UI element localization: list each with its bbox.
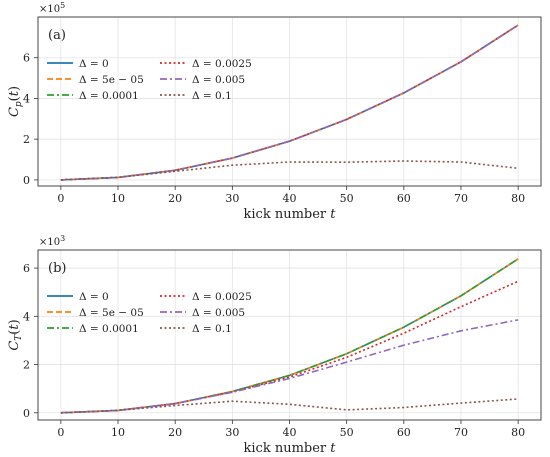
legend-label: Δ = 0.0001 <box>79 90 139 102</box>
x-tick-label: 70 <box>454 192 468 205</box>
x-tick-label: 80 <box>511 426 525 439</box>
x-tick-label: 30 <box>225 192 239 205</box>
x-tick-label: 20 <box>168 426 182 439</box>
panel-label: (b) <box>48 261 66 276</box>
panel-a: 0 10 20 30 40 50 60 70 80 0 2 4 6 ×105 (a) Δ = 0 Δ = 5e … <box>7 1 542 222</box>
legend-label: Δ = 0.0025 <box>192 58 252 70</box>
legend-label: Δ = 5e − 05 <box>79 307 144 319</box>
x-tick-label: 60 <box>397 426 411 439</box>
series-line-3 <box>60 280 519 414</box>
y-scale-factor: ×103 <box>39 234 65 248</box>
x-tick-label: 60 <box>397 192 411 205</box>
y-tick-label: 2 <box>23 359 30 372</box>
series-line-4 <box>60 24 519 181</box>
legend-label: Δ = 0 <box>79 58 109 70</box>
panel-b: 0 10 20 30 40 50 60 70 80 0 2 4 6 ×103 (b) Δ = 0 Δ = 5e … <box>7 234 542 456</box>
y-tick-label: 4 <box>23 310 30 323</box>
legend-label: Δ = 0.0025 <box>192 291 252 303</box>
legend-label: Δ = 0.0001 <box>79 323 139 335</box>
legend-label: Δ = 0.1 <box>192 323 232 335</box>
x-tick-label: 10 <box>111 192 125 205</box>
legend-label: Δ = 0.005 <box>192 74 245 86</box>
y-scale-factor: ×105 <box>39 1 65 15</box>
x-tick-label: 0 <box>57 192 64 205</box>
legend-label: Δ = 0.005 <box>192 307 245 319</box>
x-axis-label: kick number t <box>244 207 337 222</box>
y-axis-label: Cp(t) <box>7 86 24 117</box>
y-tick-label: 6 <box>23 262 30 275</box>
legend-label: Δ = 0 <box>79 291 109 303</box>
axes-frame <box>37 16 542 187</box>
x-axis-label: kick number t <box>244 441 337 456</box>
legend-label: Δ = 5e − 05 <box>79 74 144 86</box>
x-tick-label: 0 <box>57 426 64 439</box>
y-tick-label: 2 <box>23 133 30 146</box>
axes-frame <box>37 249 542 421</box>
y-tick-label: 4 <box>23 92 30 105</box>
x-tick-label: 40 <box>283 192 297 205</box>
y-tick-label: 0 <box>23 174 30 187</box>
x-tick-label: 40 <box>283 426 297 439</box>
y-tick-label: 6 <box>23 52 30 65</box>
legend-label: Δ = 0.1 <box>192 90 232 102</box>
y-axis-label: CT(t) <box>7 319 24 350</box>
x-tick-label: 80 <box>511 192 525 205</box>
x-tick-label: 30 <box>225 426 239 439</box>
x-tick-label: 50 <box>340 192 354 205</box>
y-tick-label: 0 <box>23 407 30 420</box>
panel-label: (a) <box>48 28 66 43</box>
x-tick-label: 20 <box>168 192 182 205</box>
x-tick-label: 10 <box>111 426 125 439</box>
x-tick-label: 70 <box>454 426 468 439</box>
x-tick-label: 50 <box>340 426 354 439</box>
series-line-4 <box>60 319 519 414</box>
